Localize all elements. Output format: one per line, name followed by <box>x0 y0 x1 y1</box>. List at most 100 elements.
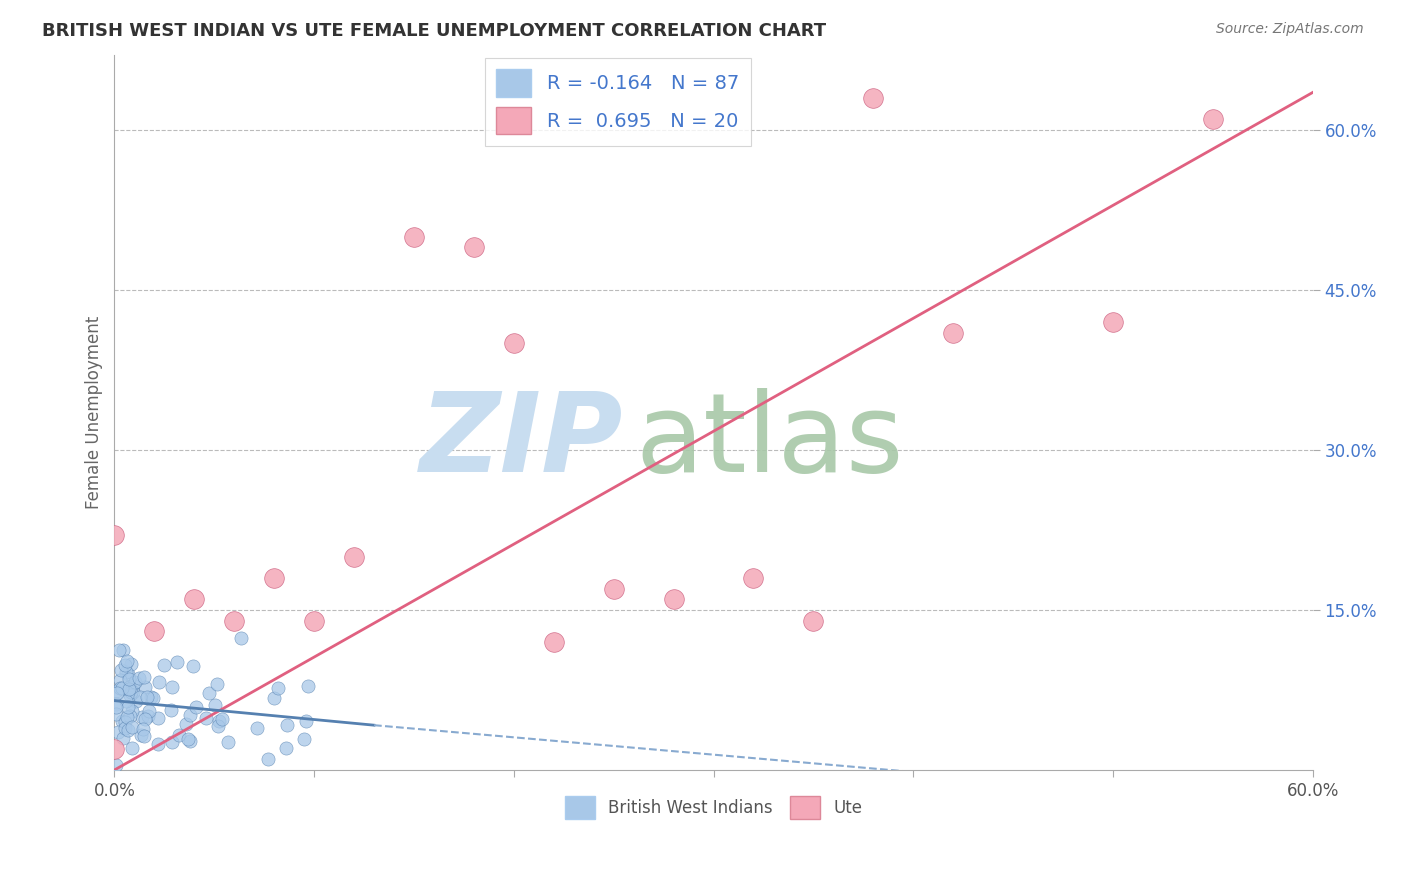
Point <box>742 571 765 585</box>
Point <box>128 671 150 685</box>
Point <box>112 731 135 745</box>
Point <box>204 698 226 713</box>
Point <box>463 240 485 254</box>
Point <box>118 688 141 702</box>
Point <box>117 654 139 668</box>
Point <box>117 700 139 714</box>
Point <box>803 614 825 628</box>
Point <box>114 715 136 730</box>
Point <box>246 722 269 736</box>
Point <box>114 721 136 735</box>
Point <box>1102 315 1125 329</box>
Point <box>292 732 315 747</box>
Point <box>105 757 128 772</box>
Point <box>160 680 183 694</box>
Point <box>276 718 298 732</box>
Point <box>198 686 221 700</box>
Y-axis label: Female Unemployment: Female Unemployment <box>86 316 103 509</box>
Point <box>108 681 131 696</box>
Point <box>274 741 297 756</box>
Point <box>122 685 145 699</box>
Point <box>543 635 565 649</box>
Point <box>146 738 169 752</box>
Point <box>266 681 288 695</box>
Point <box>224 614 246 628</box>
Point <box>105 684 128 698</box>
Point <box>105 686 128 700</box>
Point <box>111 643 134 657</box>
Point <box>174 717 197 731</box>
Point <box>153 658 176 673</box>
Point <box>132 730 155 744</box>
Point <box>402 229 425 244</box>
Point <box>602 582 624 596</box>
Point <box>110 664 132 678</box>
Point <box>121 704 143 718</box>
Point <box>129 728 152 742</box>
Point <box>160 735 183 749</box>
Point <box>263 571 285 585</box>
Point <box>146 711 169 725</box>
Point <box>117 667 139 681</box>
Point <box>148 675 170 690</box>
Point <box>263 691 285 706</box>
Text: atlas: atlas <box>636 388 904 495</box>
Point <box>136 708 159 723</box>
Point <box>181 658 204 673</box>
Point <box>107 725 129 739</box>
Point <box>138 704 160 718</box>
Point <box>115 665 138 679</box>
Point <box>124 675 146 690</box>
Point <box>115 710 138 724</box>
Text: BRITISH WEST INDIAN VS UTE FEMALE UNEMPLOYMENT CORRELATION CHART: BRITISH WEST INDIAN VS UTE FEMALE UNEMPL… <box>42 22 827 40</box>
Point <box>118 680 141 694</box>
Point <box>118 681 141 696</box>
Point <box>132 722 155 736</box>
Point <box>114 658 136 673</box>
Point <box>129 690 152 704</box>
Point <box>179 708 201 723</box>
Point <box>229 632 252 646</box>
Point <box>134 680 156 694</box>
Point <box>103 741 125 756</box>
Point <box>160 703 183 717</box>
Point <box>120 657 142 671</box>
Text: ZIP: ZIP <box>420 388 624 495</box>
Point <box>120 682 142 697</box>
Point <box>183 592 205 607</box>
Point <box>132 669 155 683</box>
Point <box>111 714 134 728</box>
Point <box>343 549 366 564</box>
Point <box>502 336 524 351</box>
Point <box>942 326 965 340</box>
Point <box>194 711 217 725</box>
Point <box>295 714 318 729</box>
Point <box>122 678 145 692</box>
Point <box>114 693 136 707</box>
Point <box>108 643 131 657</box>
Point <box>120 685 142 699</box>
Point <box>297 679 319 693</box>
Point <box>184 700 207 714</box>
Point <box>131 710 153 724</box>
Point <box>177 731 200 746</box>
Point <box>208 714 231 728</box>
Point <box>108 673 131 687</box>
Point <box>135 690 157 704</box>
Point <box>105 697 128 711</box>
Point <box>143 624 166 639</box>
Point <box>118 708 141 723</box>
Point <box>217 735 239 749</box>
Point <box>211 712 233 726</box>
Point <box>862 91 884 105</box>
Point <box>121 720 143 734</box>
Point <box>103 528 125 542</box>
Point <box>111 681 134 696</box>
Point <box>1202 112 1225 127</box>
Point <box>121 741 143 756</box>
Point <box>139 690 162 704</box>
Point <box>207 719 229 733</box>
Point <box>105 700 128 714</box>
Point <box>662 592 685 607</box>
Point <box>166 655 188 669</box>
